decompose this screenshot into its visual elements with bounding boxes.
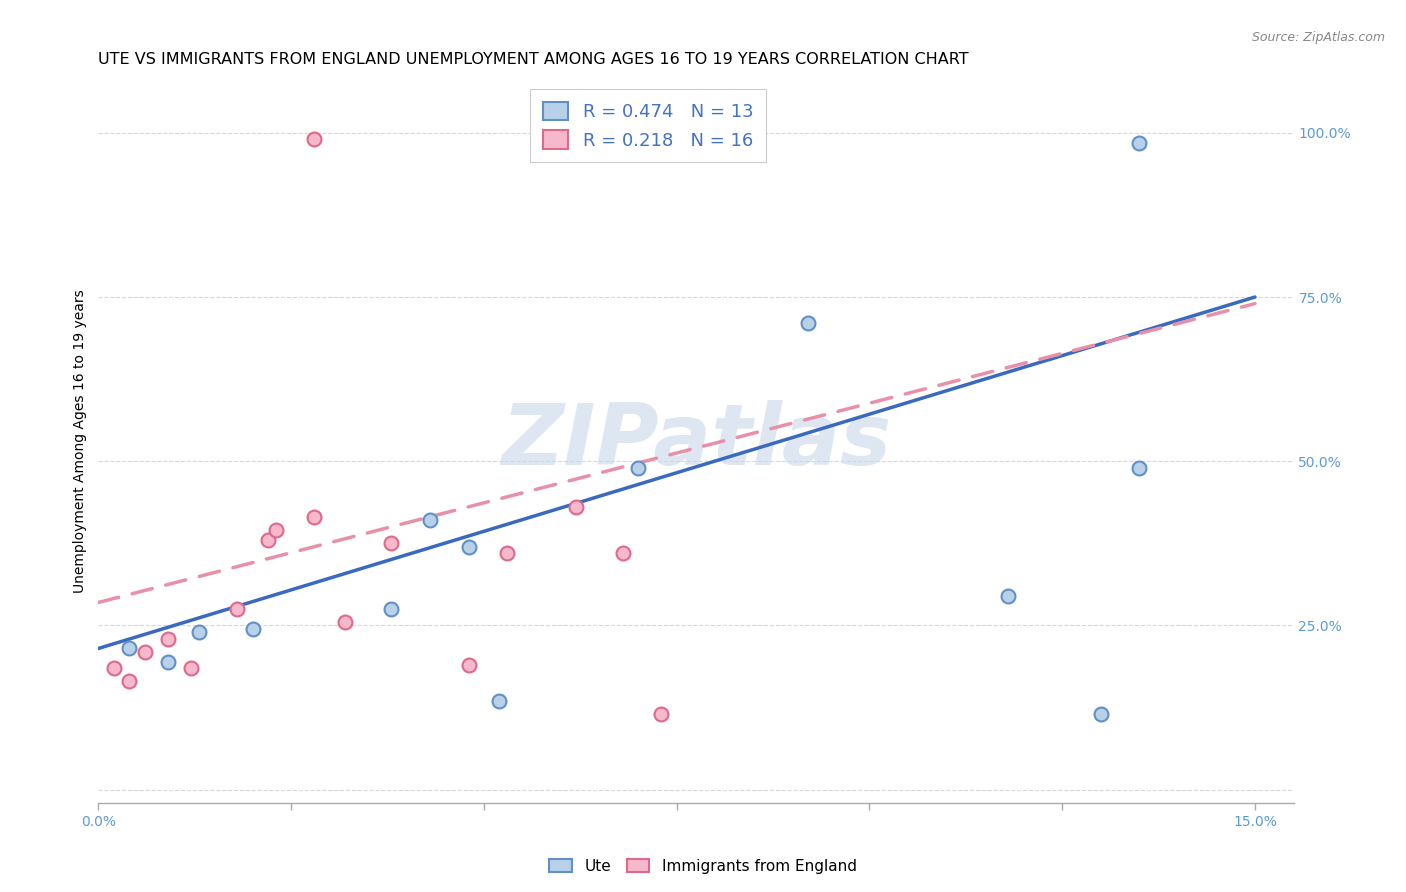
Point bbox=[333, 615, 356, 630]
Point bbox=[156, 655, 179, 669]
Text: ZIPatlas: ZIPatlas bbox=[501, 400, 891, 483]
Point bbox=[226, 602, 249, 616]
Point bbox=[1090, 707, 1112, 722]
Point bbox=[156, 632, 179, 646]
Point bbox=[304, 510, 326, 524]
Point bbox=[380, 602, 402, 616]
Point bbox=[380, 536, 402, 550]
Point bbox=[627, 460, 650, 475]
Point bbox=[264, 523, 287, 537]
Point bbox=[457, 657, 479, 672]
Point bbox=[488, 694, 510, 708]
Point bbox=[103, 661, 125, 675]
Point bbox=[612, 546, 634, 560]
Point bbox=[1128, 460, 1150, 475]
Point bbox=[134, 645, 156, 659]
Point bbox=[457, 540, 479, 554]
Legend: Ute, Immigrants from England: Ute, Immigrants from England bbox=[543, 853, 863, 880]
Point bbox=[187, 625, 209, 640]
Legend: R = 0.474   N = 13, R = 0.218   N = 16: R = 0.474 N = 13, R = 0.218 N = 16 bbox=[530, 89, 766, 162]
Point bbox=[419, 513, 441, 527]
Text: UTE VS IMMIGRANTS FROM ENGLAND UNEMPLOYMENT AMONG AGES 16 TO 19 YEARS CORRELATIO: UTE VS IMMIGRANTS FROM ENGLAND UNEMPLOYM… bbox=[98, 52, 969, 67]
Point bbox=[797, 316, 820, 330]
Point bbox=[1128, 136, 1150, 150]
Point bbox=[242, 622, 264, 636]
Point bbox=[118, 674, 141, 689]
Point bbox=[650, 707, 672, 722]
Y-axis label: Unemployment Among Ages 16 to 19 years: Unemployment Among Ages 16 to 19 years bbox=[73, 290, 87, 593]
Text: Source: ZipAtlas.com: Source: ZipAtlas.com bbox=[1251, 31, 1385, 45]
Point bbox=[257, 533, 280, 547]
Point bbox=[304, 132, 326, 146]
Point bbox=[496, 546, 519, 560]
Point bbox=[118, 641, 141, 656]
Point bbox=[565, 500, 588, 515]
Point bbox=[180, 661, 202, 675]
Point bbox=[997, 589, 1019, 603]
